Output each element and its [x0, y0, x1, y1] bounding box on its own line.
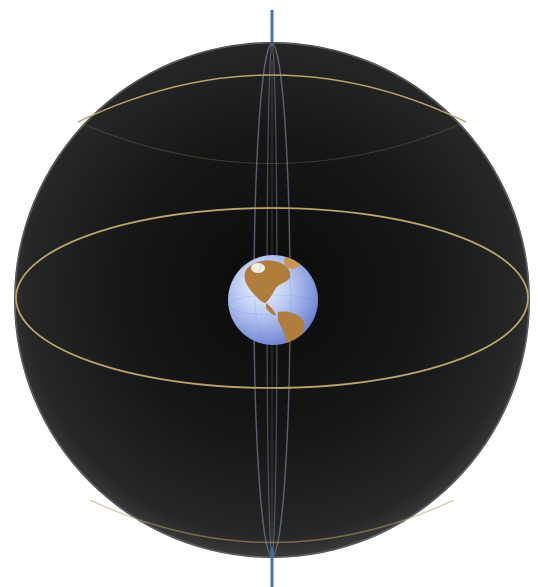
earth-globe — [228, 255, 318, 345]
north-cap-back — [77, 121, 467, 164]
celestial-equator — [15, 207, 529, 389]
earth-equator-line — [228, 294, 318, 316]
central-america-landmass — [266, 303, 276, 316]
earth-meridian-line — [254, 255, 292, 345]
south-cap-circle — [89, 499, 455, 544]
north-cap-circle — [77, 74, 467, 123]
polar-highlight — [251, 263, 265, 273]
south-america-landmass — [278, 311, 305, 345]
